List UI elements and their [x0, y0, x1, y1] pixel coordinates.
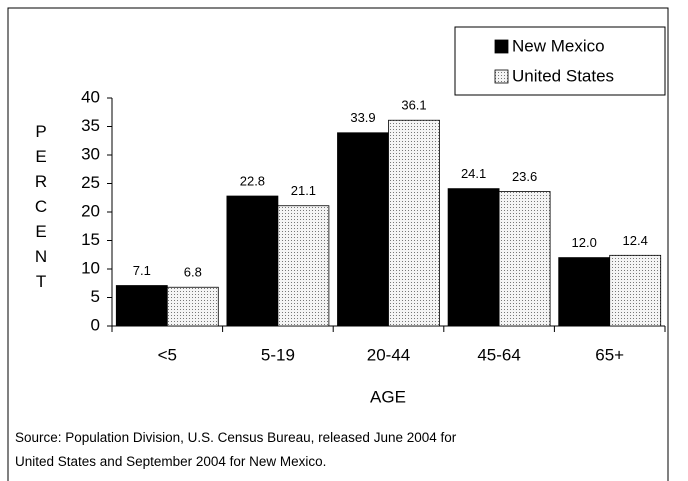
bar — [166, 286, 219, 327]
value-label: 6.8 — [184, 265, 202, 280]
bar — [115, 285, 168, 327]
x-tick-label: 45-64 — [477, 345, 520, 364]
source-note: Source: Population Division, U.S. Census… — [15, 430, 457, 445]
x-tick-label: 20-44 — [367, 345, 410, 364]
value-label: 36.1 — [401, 98, 426, 113]
bar — [558, 257, 611, 327]
value-label: 24.1 — [461, 166, 486, 181]
y-axis-label: PERCENT — [32, 122, 51, 297]
y-tick-label: 10 — [81, 258, 100, 277]
legend-label: New Mexico — [512, 36, 605, 55]
y-tick-label: 0 — [91, 315, 100, 334]
frame — [7, 7, 669, 481]
y-tick-label: 25 — [81, 173, 100, 192]
bar — [388, 119, 440, 327]
value-label: 23.6 — [512, 169, 537, 184]
y-tick-label: 35 — [81, 116, 100, 135]
y-tick-label: 15 — [81, 230, 100, 249]
value-label: 12.4 — [623, 233, 648, 248]
x-tick-label: 65+ — [595, 345, 624, 364]
legend-swatch — [494, 69, 509, 84]
y-tick-label: 30 — [81, 144, 100, 163]
y-tick-label: 5 — [91, 287, 100, 306]
x-tick-label: 5-19 — [261, 345, 295, 364]
legend-box — [454, 26, 666, 96]
value-label: 7.1 — [133, 263, 151, 278]
bar — [609, 254, 662, 327]
bar — [498, 191, 551, 327]
source-note: United States and September 2004 for New… — [15, 454, 326, 469]
x-tick-label: <5 — [158, 345, 177, 364]
bar — [226, 195, 279, 327]
value-label: 21.1 — [291, 183, 316, 198]
legend-label: United States — [512, 66, 614, 85]
x-axis-label: AGE — [370, 387, 406, 406]
y-tick-label: 40 — [81, 87, 100, 106]
y-tick-label: 20 — [81, 201, 100, 220]
bar — [277, 205, 330, 327]
value-label: 33.9 — [350, 110, 375, 125]
legend-swatch — [494, 39, 509, 54]
bar — [447, 188, 500, 327]
value-label: 12.0 — [572, 235, 597, 250]
value-label: 22.8 — [240, 173, 265, 188]
bar — [337, 132, 389, 327]
